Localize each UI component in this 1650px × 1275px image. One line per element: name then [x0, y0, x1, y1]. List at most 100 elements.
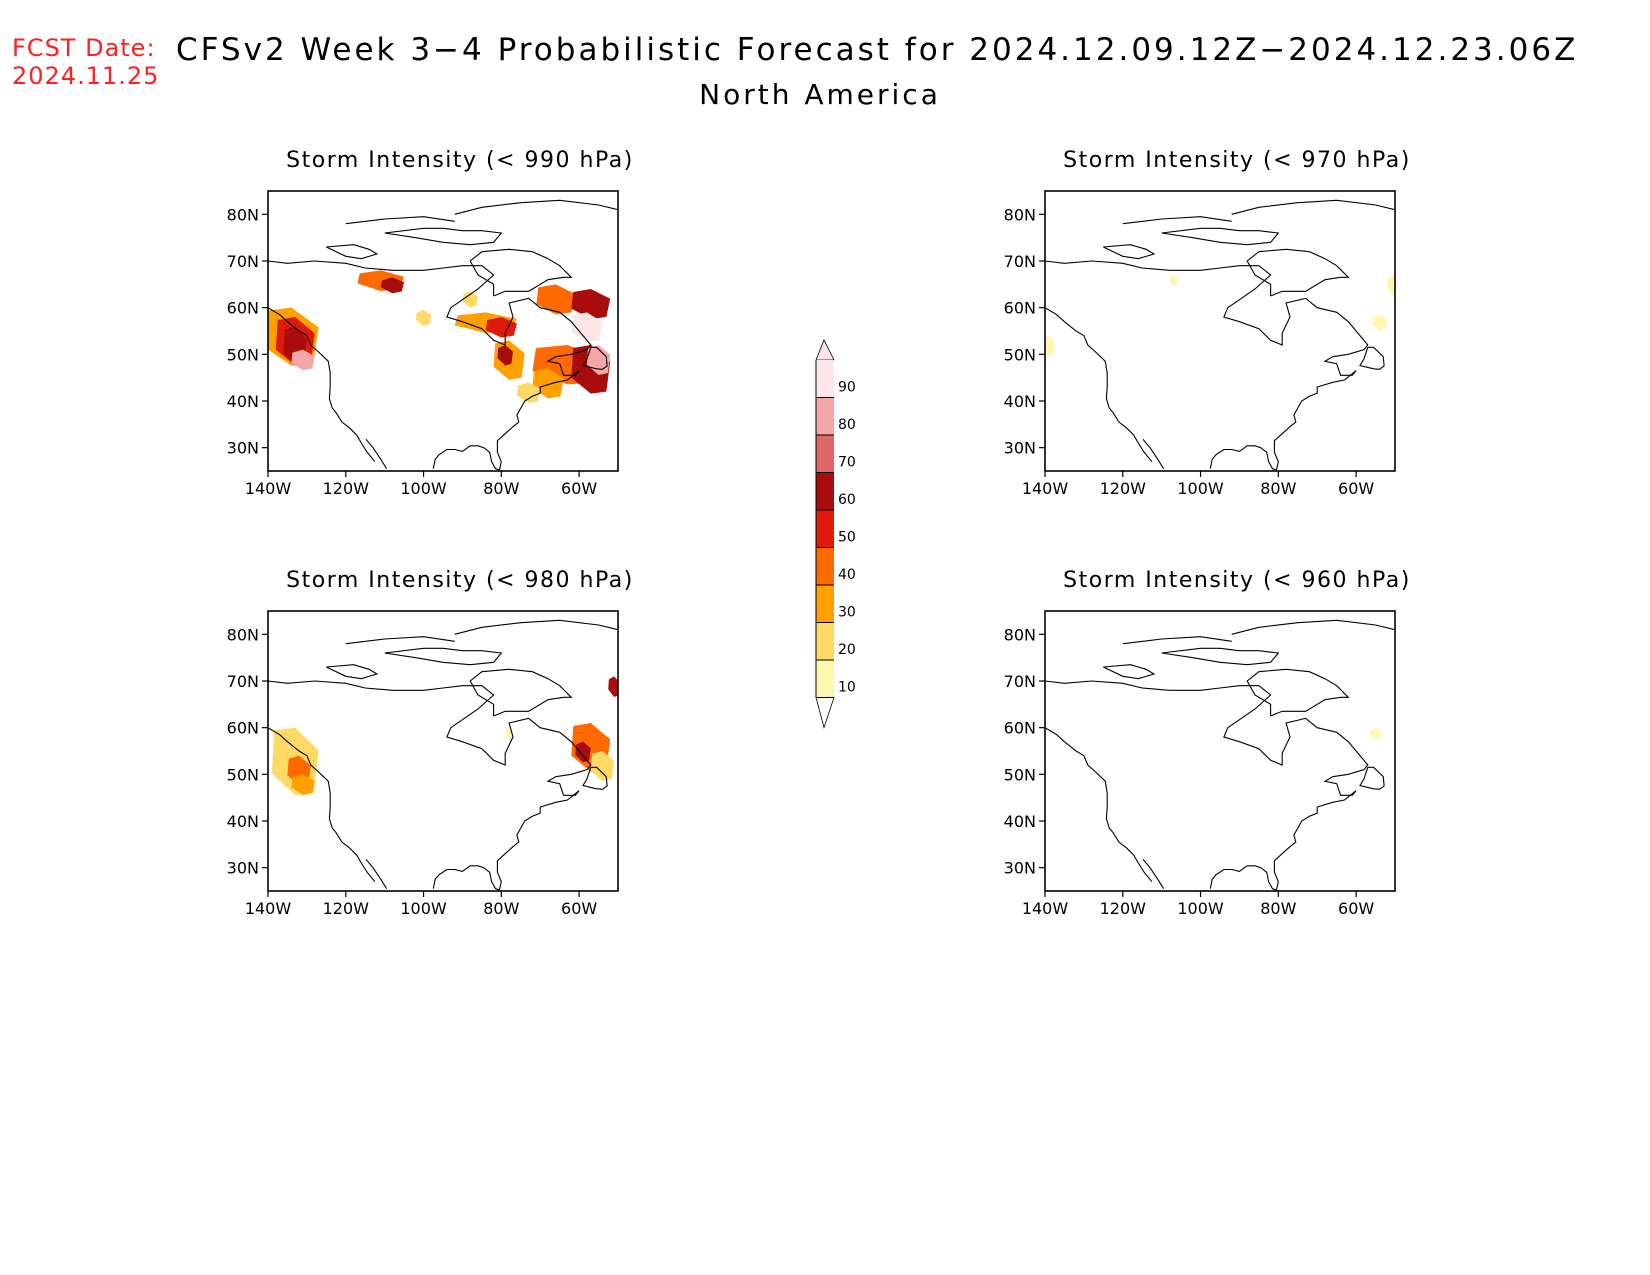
probability-area	[1371, 314, 1388, 331]
coastline	[1122, 216, 1232, 225]
coastline	[268, 727, 376, 883]
lat-tick-label: 50N	[1004, 765, 1036, 784]
colorbar-label: 50	[838, 530, 856, 546]
lon-tick-label: 120W	[1100, 479, 1147, 498]
probability-fill-group	[271, 676, 618, 795]
lat-tick-label: 80N	[1004, 205, 1036, 224]
coastline	[365, 438, 388, 469]
lat-tick-label: 40N	[1004, 392, 1036, 411]
coastline	[268, 680, 592, 891]
lat-tick-label: 60N	[227, 719, 259, 738]
figure-title: CFSv2 Week 3−4 Probabilistic Forecast fo…	[176, 32, 1579, 68]
probability-area	[590, 751, 615, 781]
map-svg-970: 80N 70N 60N 50N 40N 30N 140W 120W 100W 80W 60W	[1004, 190, 1396, 498]
lat-tick-label: 40N	[227, 392, 259, 411]
lat-tick-label: 30N	[1004, 439, 1036, 458]
lon-tick-label: 60W	[1338, 899, 1374, 918]
map-panel-980: Storm Intensity (< 980 hPa) 80N 70N 60N 50N…	[200, 568, 720, 948]
coastline	[365, 858, 388, 889]
probability-area	[291, 349, 315, 371]
lon-tick-label: 60W	[1338, 479, 1374, 498]
probability-area	[415, 310, 432, 326]
coastline	[454, 619, 618, 635]
coastline	[1045, 260, 1369, 471]
coastline	[1103, 244, 1156, 260]
coastline-group	[1045, 199, 1395, 471]
coastline	[469, 668, 573, 717]
coastline	[1359, 766, 1385, 790]
lat-tick-label: 80N	[227, 625, 259, 644]
coastline	[1045, 307, 1153, 463]
coastline	[582, 346, 608, 370]
fcst-date-value: 2024.11.25	[12, 62, 160, 90]
coastline	[1246, 668, 1350, 717]
probability-area	[1369, 727, 1382, 739]
figure-subtitle: North America	[699, 78, 941, 111]
coastline	[345, 216, 455, 225]
panel-title-960: Storm Intensity (< 960 hPa)	[1063, 568, 1411, 593]
coastline	[1045, 727, 1153, 883]
colorbar-swatch	[816, 435, 834, 473]
colorbar-label: 60	[838, 492, 856, 508]
coastline	[1142, 438, 1165, 469]
lat-tick-label: 70N	[227, 672, 259, 691]
lon-tick-label: 60W	[561, 899, 597, 918]
coastline	[1142, 858, 1165, 889]
coastline	[1231, 619, 1395, 635]
lon-tick-label: 80W	[1260, 899, 1296, 918]
coastline	[326, 244, 379, 260]
colorbar-top-triangle	[815, 339, 835, 361]
map-svg-980: 80N 70N 60N 50N 40N 30N 140W 120W 100W 80W 60W	[227, 610, 619, 918]
lat-tick-label: 40N	[1004, 812, 1036, 831]
colorbar-swatch	[816, 547, 834, 585]
colorbar-label: 30	[838, 605, 856, 621]
map-frame	[267, 610, 619, 892]
coastline	[384, 647, 503, 666]
lat-tick-label: 50N	[1004, 345, 1036, 364]
colorbar-bottom-triangle	[815, 697, 835, 729]
lon-tick-label: 140W	[245, 899, 292, 918]
map-panel-970: Storm Intensity (< 970 hPa) 80N 70N 60N 50N…	[977, 148, 1497, 528]
lon-tick-label: 140W	[1022, 479, 1069, 498]
map-panel-990: Storm Intensity (< 990 hPa) 80N 70N 60N 50N…	[200, 148, 720, 528]
probability-area	[571, 312, 603, 343]
lon-tick-label: 80W	[483, 479, 519, 498]
colorbar-swatch	[816, 660, 834, 698]
lon-tick-label: 100W	[1177, 479, 1224, 498]
coastline	[268, 307, 376, 463]
lon-tick-label: 100W	[400, 899, 447, 918]
colorbar-label: 70	[838, 455, 856, 471]
coastline	[1103, 664, 1156, 680]
coastline	[384, 227, 503, 246]
colorbar-swatch	[816, 622, 834, 660]
lat-tick-label: 30N	[227, 859, 259, 878]
colorbar-label: 90	[838, 380, 856, 396]
fcst-date-label: FCST Date:	[12, 34, 156, 62]
lat-tick-label: 60N	[1004, 299, 1036, 318]
coastline	[1246, 248, 1350, 297]
lon-tick-label: 100W	[1177, 899, 1224, 918]
lat-tick-label: 50N	[227, 345, 259, 364]
lat-tick-label: 70N	[1004, 672, 1036, 691]
map-frame	[1044, 610, 1396, 892]
lon-tick-label: 140W	[1022, 899, 1069, 918]
probability-area	[575, 741, 591, 763]
lon-tick-label: 80W	[1260, 479, 1296, 498]
probability-fill-group	[1045, 275, 1395, 357]
colorbar-swatch	[816, 472, 834, 510]
lat-tick-label: 50N	[227, 765, 259, 784]
colorbar-label: 20	[838, 642, 856, 658]
lat-tick-label: 40N	[227, 812, 259, 831]
coastline	[469, 248, 573, 297]
lat-tick-label: 70N	[227, 252, 259, 271]
coastline	[1161, 647, 1280, 666]
map-svg-960: 80N 70N 60N 50N 40N 30N 140W 120W 100W 80W 60W	[1004, 610, 1396, 918]
map-frame	[1044, 190, 1396, 472]
fcst-date-block: FCST Date: 2024.11.25	[12, 34, 159, 90]
probability-fill-group	[1369, 727, 1382, 739]
probability-area	[1169, 275, 1178, 287]
map-panel-960: Storm Intensity (< 960 hPa) 80N 70N 60N 50N…	[977, 568, 1497, 948]
probability-area	[462, 291, 478, 308]
lat-tick-label: 60N	[227, 299, 259, 318]
lat-tick-label: 30N	[1004, 859, 1036, 878]
